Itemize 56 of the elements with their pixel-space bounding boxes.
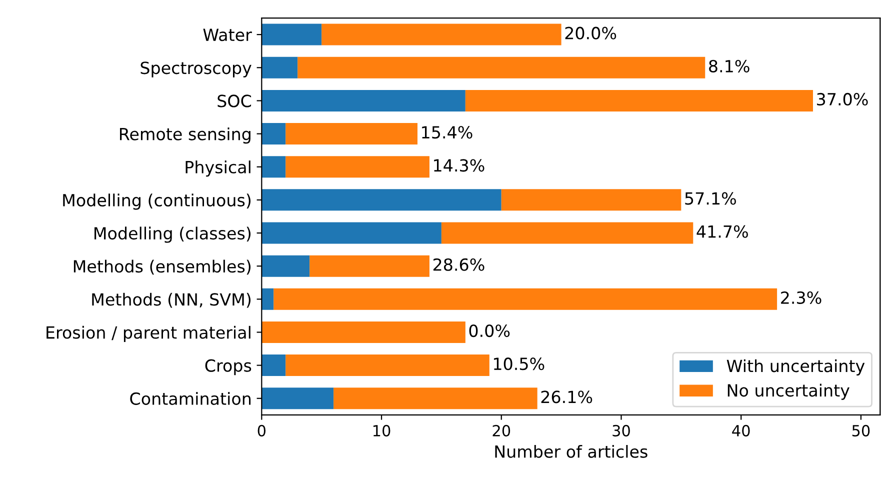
y-tick-label: Methods (ensembles) (74, 260, 250, 275)
y-tick-label: Crops (205, 359, 252, 376)
legend-label: With uncertainty (726, 359, 865, 376)
bar (310, 255, 430, 277)
y-tick-label: Remote sensing (120, 127, 250, 144)
x-tick-label: 10 (373, 424, 390, 436)
x-tick-label: 50 (852, 424, 870, 436)
bar (501, 189, 682, 211)
x-tick-label: 40 (732, 424, 750, 436)
y-tick-label: Erosion / parent material (46, 326, 250, 342)
x-tick-label: 30 (612, 424, 630, 436)
annotation: 2.3% (781, 291, 822, 304)
bar (262, 90, 466, 112)
annotation: 26.1% (541, 390, 592, 404)
annotation: 20.0% (565, 26, 616, 40)
y-tick-label: SOC (218, 94, 252, 108)
annotation: 14.3% (434, 159, 484, 172)
annotation: 57.1% (685, 192, 736, 205)
annotation: 8.1% (709, 60, 750, 72)
bar (441, 222, 694, 244)
y-tick-label: Methods (NN, SVM) (92, 292, 250, 308)
y-tick-label: Spectroscopy (140, 62, 252, 78)
y-tick-label: Water (203, 28, 252, 42)
bar (262, 321, 466, 343)
x-tick-label: 20 (492, 424, 510, 436)
bar (465, 90, 813, 112)
bar (262, 255, 310, 277)
annotation: 15.4% (422, 126, 472, 139)
annotation: 0.0% (469, 324, 510, 338)
annotation: 41.7% (696, 225, 748, 238)
x-axis-title: Number of articles (495, 444, 648, 458)
bar (262, 24, 322, 46)
bar (274, 288, 778, 310)
bar (286, 354, 490, 376)
bar (286, 156, 430, 178)
bar (334, 388, 538, 410)
bar (262, 123, 286, 145)
annotation: 10.5% (494, 358, 544, 370)
bar (262, 222, 442, 244)
bar (262, 288, 274, 310)
y-tick-label: Modelling (classes) (94, 226, 250, 243)
y-tick-label: Contamination (130, 392, 251, 405)
bar (262, 189, 502, 211)
bar (298, 56, 706, 78)
bar (262, 156, 286, 178)
bar (286, 123, 418, 145)
bar (262, 354, 286, 376)
annotation: 37.0% (817, 92, 868, 106)
legend-label: No uncertainty (728, 384, 850, 400)
annotation: 28.6% (433, 258, 484, 271)
bar (262, 388, 334, 410)
bar (322, 24, 562, 46)
y-tick-label: Physical (186, 160, 250, 177)
y-tick-label: Modelling (continuous) (63, 194, 250, 210)
x-tick-label: 0 (258, 424, 266, 436)
bar (262, 56, 298, 78)
